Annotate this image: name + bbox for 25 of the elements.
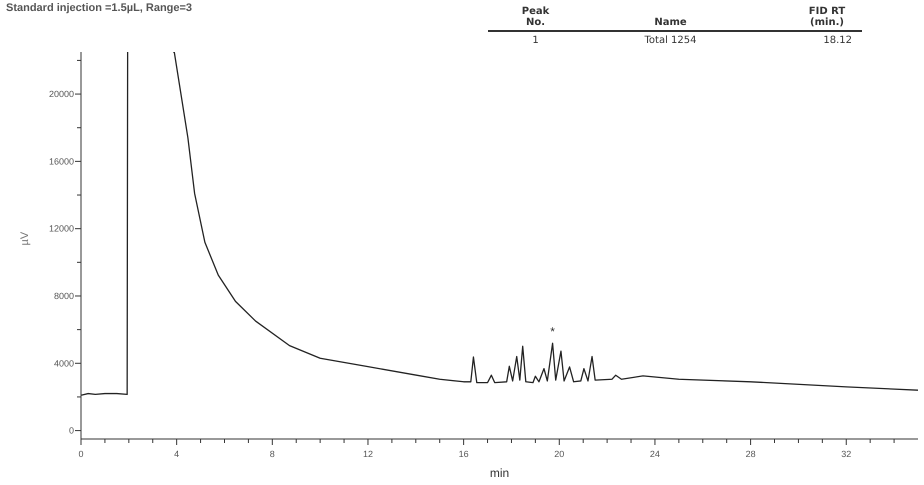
- x-tick-label: 32: [841, 449, 852, 459]
- x-tick-label: 12: [362, 449, 373, 459]
- text: Peak No.: [520, 6, 550, 28]
- y-tick-label: 12000: [48, 224, 74, 234]
- x-tick-label: 8: [270, 449, 275, 459]
- x-tick-label: 16: [458, 449, 469, 459]
- text: Name: [654, 17, 687, 28]
- text: 18.12: [823, 35, 852, 46]
- y-tick-label: 20000: [48, 89, 74, 100]
- y-tick-label: 4000: [54, 358, 74, 368]
- x-axis-title: min: [490, 466, 510, 480]
- x-tick-label: 28: [746, 449, 756, 459]
- x-tick-label: 20: [554, 449, 564, 459]
- text: 1: [532, 35, 539, 46]
- x-tick-label: 4: [174, 449, 180, 459]
- y-tick-label: 0: [68, 426, 74, 436]
- chart-title: Standard injection =1.5µL, Range=3: [6, 2, 192, 14]
- y-tick-label: 16000: [48, 156, 74, 166]
- x-tick-label: 0: [78, 449, 84, 459]
- text: Total 1254: [644, 35, 696, 46]
- y-axis-title: µV: [18, 231, 31, 246]
- text: FID RT (min.): [808, 6, 846, 28]
- y-tick-label: 8000: [54, 290, 74, 301]
- x-tick-label: 24: [650, 449, 660, 459]
- annotation: *: [550, 324, 556, 338]
